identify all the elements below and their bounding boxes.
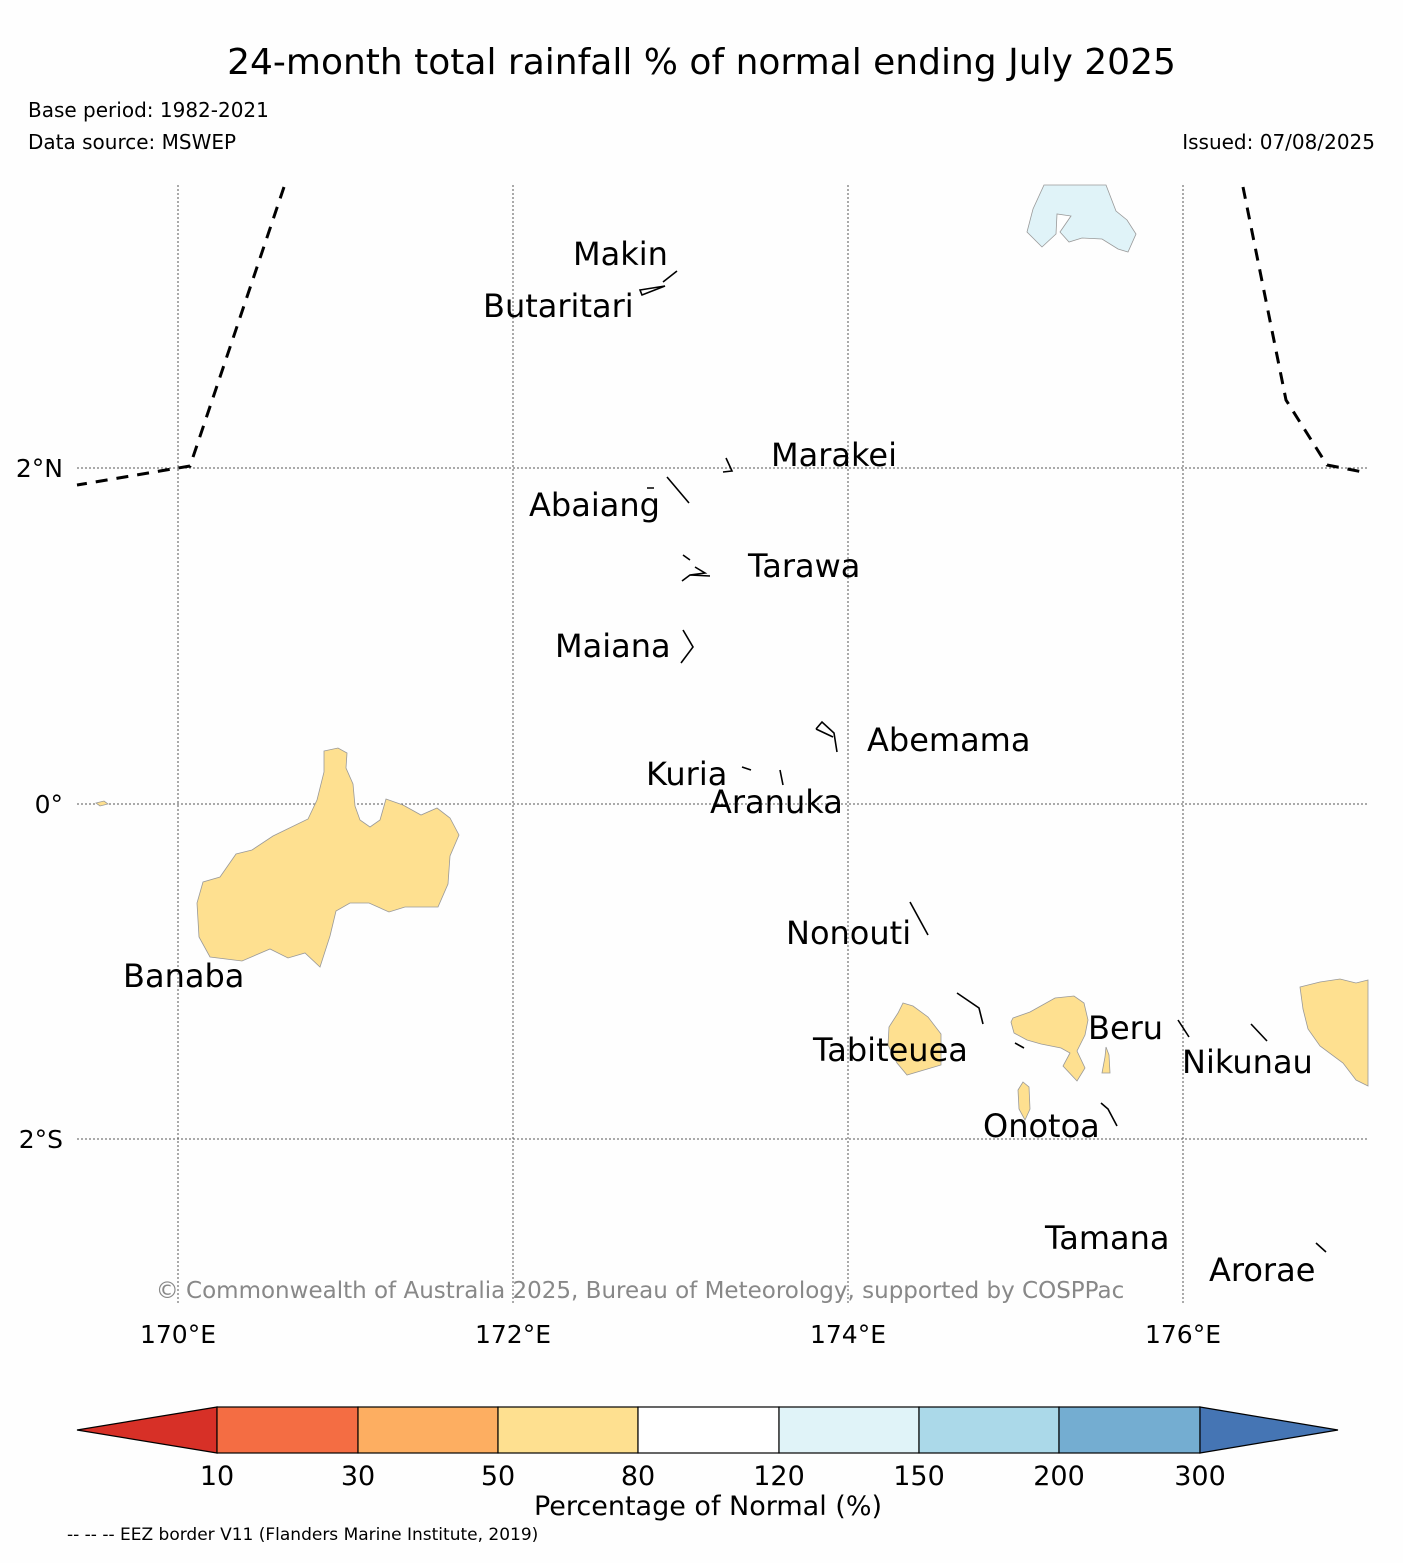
lon-tick-176e: 176°E — [1145, 1320, 1221, 1349]
lat-tick-labels: 2°N 0° 2°S — [16, 454, 63, 1154]
onotoa-outline — [1100, 1102, 1118, 1127]
region-nikunau-strip-below-normal — [1101, 1046, 1111, 1074]
region-banaba-below-normal — [196, 747, 460, 968]
region-west-edge-below-normal — [95, 800, 109, 807]
colorbar — [76, 1406, 1339, 1454]
colorbar-bin-150-200 — [918, 1406, 1060, 1454]
lon-tick-174e: 174°E — [810, 1320, 886, 1349]
label-tarawa: Tarawa — [747, 547, 860, 585]
marakei-outline — [722, 457, 734, 473]
label-beru: Beru — [1088, 1009, 1163, 1047]
abemama-outline — [815, 720, 838, 753]
region-arorae-below-normal — [1299, 978, 1369, 1087]
lon-tick-172e: 172°E — [475, 1320, 551, 1349]
label-banaba: Banaba — [123, 957, 244, 995]
label-onotoa: Onotoa — [983, 1107, 1100, 1145]
colorbar-bin-120-150 — [778, 1406, 920, 1454]
colorbar-tick-labels: 10 30 50 80 120 150 200 300 — [200, 1461, 1226, 1492]
label-tabiteuea: Tabiteuea — [812, 1031, 968, 1069]
label-marakei: Marakei — [771, 436, 897, 474]
island-labels: Makin Butaritari Marakei Abaiang Tarawa … — [123, 235, 1315, 1289]
region-tabiteuea-below-normal — [887, 1002, 942, 1076]
label-abemama: Abemama — [867, 721, 1030, 759]
label-kuria: Kuria — [646, 755, 727, 793]
abaiang-outline — [647, 476, 690, 504]
colorbar-extend-high — [1199, 1406, 1339, 1454]
colorbar-tick-50: 50 — [481, 1461, 515, 1492]
lat-tick-0: 0° — [35, 790, 63, 819]
colorbar-tick-150: 150 — [893, 1461, 945, 1492]
data-source: Data source: MSWEP — [28, 130, 237, 154]
eez-borders — [76, 186, 1369, 487]
label-aranuka: Aranuka — [710, 783, 843, 821]
label-nikunau: Nikunau — [1182, 1043, 1313, 1081]
butaritari-outline — [638, 270, 678, 297]
arorae-outline — [1315, 1242, 1327, 1253]
island-outlines — [638, 270, 1327, 1253]
colorbar-tick-30: 30 — [341, 1461, 375, 1492]
base-period: Base period: 1982-2021 — [28, 98, 269, 122]
rainfall-regions — [95, 184, 1369, 1121]
aranuka-outline — [779, 769, 784, 786]
colorbar-tick-300: 300 — [1174, 1461, 1226, 1492]
colorbar-bin-50-80 — [497, 1406, 639, 1454]
colorbar-tick-80: 80 — [621, 1461, 655, 1492]
eez-footnote: -- -- -- EEZ border V11 (Flanders Marine… — [67, 1525, 538, 1545]
lon-tick-labels: 170°E 172°E 174°E 176°E — [140, 1320, 1221, 1349]
region-onotoa-below-normal — [1017, 1081, 1031, 1121]
issued-date: Issued: 07/08/2025 — [1182, 130, 1375, 154]
colorbar-tick-120: 120 — [753, 1461, 805, 1492]
map-title: 24-month total rainfall % of normal endi… — [227, 42, 1176, 83]
colorbar-extend-low — [76, 1406, 218, 1454]
lat-tick-2n: 2°N — [16, 454, 63, 483]
colorbar-bin-30-50 — [357, 1406, 499, 1454]
colorbar-tick-200: 200 — [1033, 1461, 1085, 1492]
lon-tick-170e: 170°E — [140, 1320, 216, 1349]
colorbar-tick-10: 10 — [200, 1461, 234, 1492]
nonouti-outline — [909, 901, 929, 936]
label-abaiang: Abaiang — [529, 486, 660, 524]
gridlines — [77, 185, 1368, 1305]
kuria-outline — [741, 766, 752, 771]
region-beru-below-normal — [1010, 995, 1089, 1082]
label-tamana: Tamana — [1044, 1219, 1170, 1257]
region-makin-above-normal — [1026, 184, 1137, 253]
colorbar-bin-10-30 — [216, 1406, 359, 1454]
label-maiana: Maiana — [555, 627, 671, 665]
nikunau-outline — [1250, 1023, 1268, 1042]
tabiteuea-outline — [956, 992, 1025, 1049]
label-nonouti: Nonouti — [786, 914, 911, 952]
label-butaritari: Butaritari — [483, 287, 634, 325]
label-arorae: Arorae — [1209, 1251, 1315, 1289]
label-makin: Makin — [573, 235, 668, 273]
lat-tick-2s: 2°S — [19, 1125, 63, 1154]
tarawa-outline — [681, 554, 711, 582]
copyright-notice: © Commonwealth of Australia 2025, Bureau… — [156, 1278, 1125, 1304]
colorbar-bin-80-120 — [637, 1406, 780, 1454]
colorbar-label: Percentage of Normal (%) — [534, 1491, 882, 1522]
beru-outline — [1177, 1019, 1190, 1038]
colorbar-bin-200-300 — [1058, 1406, 1201, 1454]
maiana-outline — [680, 629, 694, 664]
